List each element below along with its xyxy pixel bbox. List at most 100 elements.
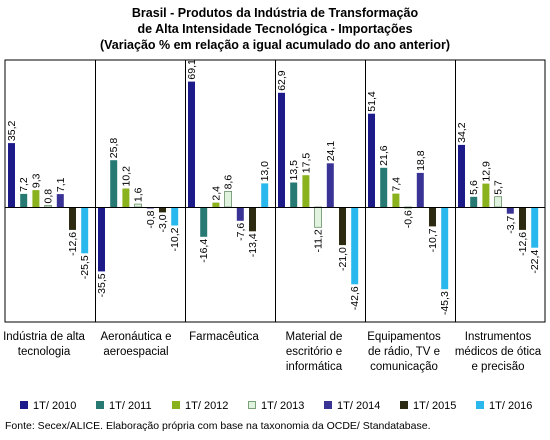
bar	[494, 196, 503, 208]
bar	[339, 207, 346, 246]
data-label: 51,4	[366, 91, 378, 112]
bar	[188, 81, 195, 207]
bar	[56, 194, 64, 207]
bar	[368, 113, 375, 207]
category-label-5: Equipamentos de rádio, TV e comunicação	[367, 331, 441, 373]
bar	[290, 182, 298, 207]
data-label: -45,3	[439, 291, 451, 315]
data-label: -12,6	[67, 232, 79, 256]
data-label: -10,2	[169, 227, 181, 251]
bar	[134, 203, 143, 208]
bar	[326, 163, 334, 207]
source-note: Fonte: Secex/ALICE. Elaboração própria c…	[5, 420, 431, 432]
data-label: 8,6	[223, 175, 235, 190]
legend-item: 1T/ 2014	[324, 398, 380, 414]
legend-item: 1T/ 2010	[20, 398, 76, 414]
bar	[261, 183, 269, 207]
legend-swatch	[172, 401, 180, 409]
legend-swatch	[476, 401, 484, 409]
data-label: 10,2	[120, 166, 132, 187]
bar	[81, 207, 89, 254]
bar	[20, 193, 28, 207]
bar	[429, 207, 436, 227]
bar	[482, 183, 490, 207]
legend-label: 1T/ 2012	[185, 400, 229, 412]
category-label-1: Indústria de alta tecnologia	[3, 331, 85, 358]
data-label: -7,6	[235, 223, 247, 241]
legend-item: 1T/ 2011	[96, 398, 152, 414]
data-label: 0,8	[43, 189, 55, 204]
category-label-4: Material de escritório e informática	[285, 331, 343, 373]
data-label: 17,5	[300, 153, 312, 174]
data-label: 69,1	[186, 59, 198, 80]
bar	[506, 207, 514, 214]
category-label-6: Instrumentos médicos de ótica e precisão	[454, 331, 542, 373]
legend-item: 1T/ 2013	[248, 398, 304, 414]
data-label: -12,6	[517, 232, 529, 256]
data-label: 13,0	[259, 161, 271, 182]
data-label: 5,6	[468, 180, 480, 195]
bar	[531, 207, 539, 248]
bar	[470, 196, 478, 207]
bar	[249, 207, 256, 232]
data-label: 13,5	[288, 160, 300, 181]
chart-title-line-2: de Alta Intensidade Tecnológica - Import…	[137, 22, 413, 36]
data-label: 25,8	[108, 138, 120, 159]
legend-swatch	[400, 401, 408, 409]
bar	[171, 207, 179, 226]
legend-swatch	[96, 401, 104, 409]
data-label: -10,7	[427, 228, 439, 252]
legend-item: 1T/ 2012	[172, 398, 228, 414]
data-label: -11,2	[313, 229, 325, 252]
data-label: -16,4	[198, 239, 210, 263]
bar	[302, 175, 310, 207]
bar	[314, 206, 323, 228]
data-label: 62,9	[276, 70, 288, 91]
data-label: -25,5	[79, 255, 91, 279]
data-label: 9,3	[30, 173, 42, 188]
chart-title: Brasil - Produtos da Indústria de Transf…	[0, 5, 550, 53]
legend-item: 1T/ 2015	[400, 398, 456, 414]
bar	[212, 202, 220, 207]
data-label: -22,4	[529, 250, 541, 274]
data-label: 21,6	[378, 145, 390, 166]
bar	[69, 207, 76, 230]
bar	[519, 207, 526, 230]
data-label: -13,4	[247, 233, 259, 257]
bar	[441, 207, 449, 290]
data-label: 24,1	[325, 141, 337, 162]
legend-swatch	[324, 401, 332, 409]
data-label: 1,6	[133, 187, 145, 202]
data-label: 2,4	[210, 186, 222, 201]
legend-swatch	[248, 401, 256, 409]
data-label: 35,2	[6, 121, 18, 142]
data-label: 34,2	[456, 122, 468, 143]
bar	[351, 207, 359, 285]
bar	[110, 160, 118, 207]
data-label: -35,5	[96, 273, 108, 297]
legend-label: 1T/ 2011	[109, 400, 152, 412]
legend-label: 1T/ 2015	[413, 400, 457, 412]
legend-label: 1T/ 2013	[261, 400, 305, 412]
legend-label: 1T/ 2010	[33, 400, 77, 412]
chart-legend: 1T/ 2010 1T/ 2011 1T/ 2012 1T/ 2013 1T/ …	[0, 398, 550, 414]
bar	[224, 190, 233, 208]
legend-swatch	[20, 401, 28, 409]
bar	[278, 92, 285, 207]
bar	[458, 144, 465, 207]
data-label: 7,1	[55, 177, 67, 192]
data-label: 12,9	[480, 161, 492, 182]
category-label-2: Aeronáutica e aeroespacial	[100, 331, 172, 358]
bar	[380, 167, 388, 207]
data-label: 18,8	[415, 150, 427, 171]
data-label: -0,6	[403, 210, 415, 228]
bar	[8, 143, 15, 207]
data-label: -0,8	[145, 210, 157, 228]
chart-title-line-3: (Variação % em relação a igual acumulado…	[99, 38, 451, 52]
data-label: 7,4	[390, 177, 402, 192]
bar	[32, 190, 40, 207]
data-label: -3,7	[505, 216, 517, 234]
bar	[98, 207, 105, 272]
chart-title-line-1: Brasil - Produtos da Indústria de Transf…	[131, 6, 419, 20]
data-label: -42,6	[349, 286, 361, 310]
